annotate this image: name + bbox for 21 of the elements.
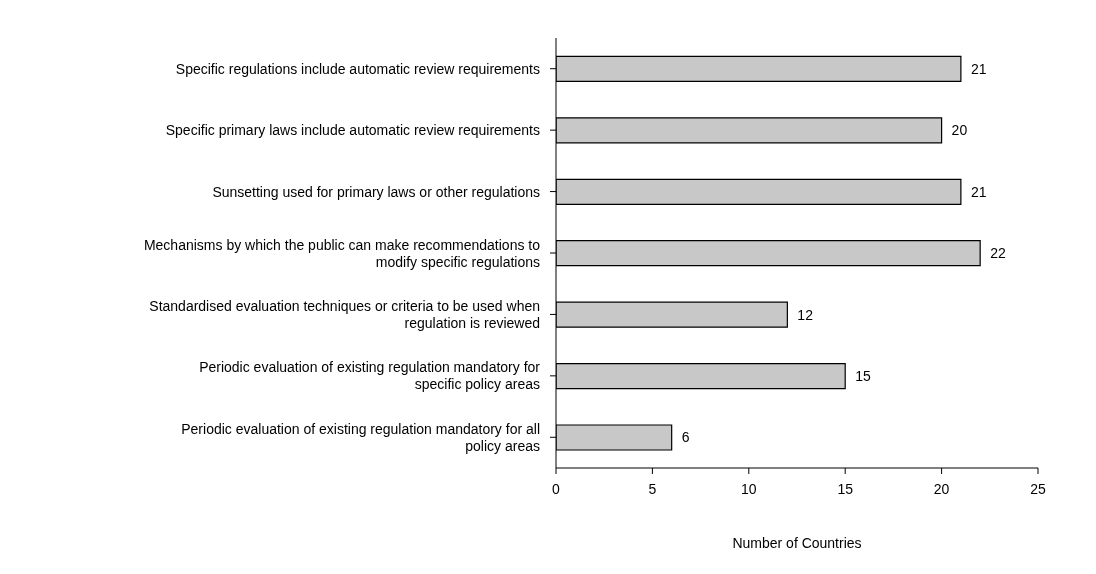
- x-tick-label: 0: [552, 480, 561, 497]
- x-axis-title: Number of Countries: [732, 535, 862, 551]
- data-label: 20: [951, 122, 968, 139]
- x-tick-label: 5: [648, 480, 657, 497]
- y-tick-label: Specific regulations include automatic review requirements: [175, 60, 540, 77]
- y-tick-label: Mechanisms by which the public can make recommendations to modify specific regulations: [143, 236, 541, 270]
- x-tick-label: 20: [933, 480, 950, 497]
- data-label: 15: [855, 368, 871, 385]
- y-tick-label: Periodic evaluation of existing regulation mandatory for all policy areas: [181, 420, 540, 454]
- y-tick-label: Specific primary laws include automatic review requirements: [165, 122, 540, 139]
- x-tick-label: 10: [741, 480, 757, 497]
- data-label: 22: [990, 245, 1006, 262]
- data-label: 12: [797, 306, 814, 323]
- y-tick-label: Periodic evaluation of existing regulation mandatory for specific policy areas: [199, 359, 541, 393]
- data-label: 21: [970, 183, 987, 200]
- x-tick-label: 25: [1030, 480, 1046, 497]
- data-label: 6: [681, 429, 690, 446]
- data-label: 21: [970, 60, 987, 77]
- x-tick-label: 15: [837, 480, 854, 497]
- y-tick-label: Standardised evaluation techniques or criteria to be used when regulation is reviewed: [149, 297, 540, 331]
- y-tick-label: Sunsetting used for primary laws or other regulations: [212, 183, 540, 200]
